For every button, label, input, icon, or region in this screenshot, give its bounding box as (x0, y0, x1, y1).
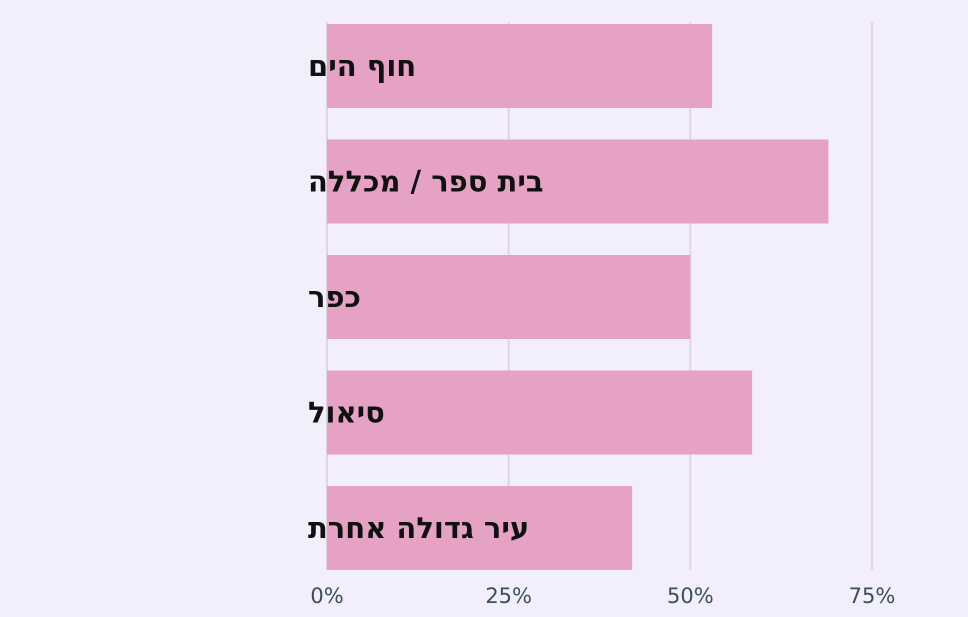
bar (327, 370, 753, 455)
category-label: כפר (308, 280, 361, 314)
x-tick-label: 25% (485, 584, 532, 608)
category-label: בית ספר / מכללה (308, 165, 544, 199)
bar (327, 24, 713, 108)
category-labels: חוף הים בית ספר / מכללה כפר סיאול עיר גדולה … (308, 49, 544, 545)
category-label: עיר גדולה אחרת (308, 511, 529, 545)
x-tick-label: 0% (310, 584, 343, 608)
category-label: סיאול (308, 396, 385, 430)
bar (327, 139, 829, 224)
x-axis-ticks: 0% 25% 50% 75% (310, 584, 895, 608)
x-tick-label: 75% (849, 584, 896, 608)
bar (327, 486, 633, 570)
category-label: חוף הים (308, 49, 416, 83)
bars (327, 24, 829, 570)
x-tick-label: 50% (667, 584, 714, 608)
bar (327, 255, 691, 339)
